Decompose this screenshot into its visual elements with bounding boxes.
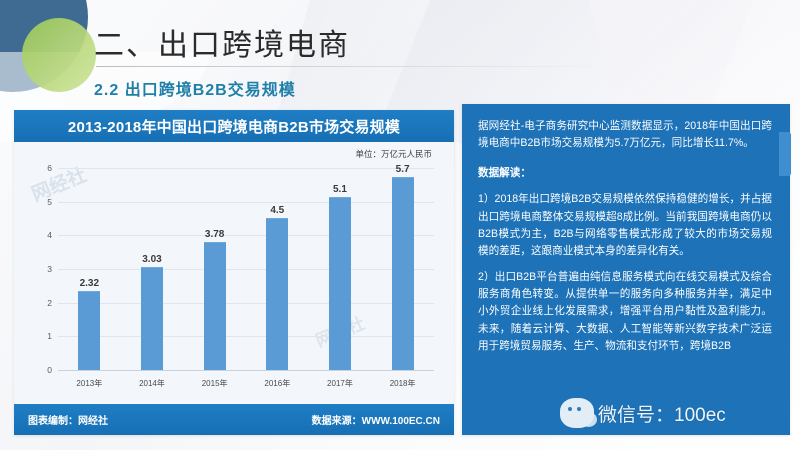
chart-bar-value-label: 3.03 — [142, 254, 162, 265]
chart-x-axis-labels: 2013年 2014年 2015年 2016年 2017年 2018年 — [58, 378, 434, 389]
panel-notch-accent — [779, 132, 791, 176]
chart-bar-value-label: 2.32 — [79, 277, 100, 289]
chart-bar-column: 4.5 — [247, 168, 307, 370]
chart-bar — [203, 241, 226, 370]
chart-gridline: 3 — [47, 264, 434, 274]
chart-x-tick-label: 2015年 — [201, 379, 228, 388]
chart-bars: 2.32 3.03 3.78 4.5 5.1 5.7 — [58, 164, 434, 370]
commentary-paragraph-2: 2）出口B2B平台普遍由纯信息服务模式向在线交易模式及综合服务商角色转变。从提供… — [478, 271, 772, 352]
chart-bar — [78, 290, 101, 370]
chart-footer: 图表编制：网经社 数据来源：WWW.100EC.CN — [14, 404, 454, 435]
chart-y-tick-label: 6 — [47, 163, 52, 173]
chart-bar — [140, 267, 163, 370]
chart-gridline: 0 — [47, 365, 434, 375]
chart-unit-label: 单位：万亿元人民币 — [355, 149, 432, 159]
decorative-green-circle — [22, 18, 96, 92]
chart-bar — [266, 217, 289, 370]
commentary-panel: 据网经社-电子商务研究中心监测数据显示，2018年中国出口跨境电商中B2B市场交… — [462, 104, 791, 435]
chart-bar-value-label: 5.1 — [333, 184, 347, 196]
chart-bar — [391, 177, 414, 370]
chart-x-tick-label: 2017年 — [327, 379, 353, 388]
chart-y-tick-label: 4 — [47, 230, 52, 241]
chart-bar-column: 3.03 — [122, 168, 182, 370]
chart-title: 2013-2018年中国出口跨境电商B2B市场交易规模 — [67, 118, 401, 136]
chart-x-tick-label: 2016年 — [264, 379, 291, 388]
chart-title-bar: 2013-2018年中国出口跨境电商B2B市场交易规模 — [14, 110, 454, 142]
page-subtitle: 2.2 出口跨境B2B交易规模 — [94, 82, 296, 99]
chart-bar-column: 2.32 — [59, 168, 119, 370]
chart-plot: 0 1 2 3 4 5 6 2.32 3.03 3.78 4.5 5.1 5.7 — [47, 163, 434, 375]
chart-gridline: 1 — [47, 331, 434, 341]
chart-y-tick-label: 3 — [47, 264, 52, 274]
chart-bar-value-label: 3.78 — [204, 228, 225, 240]
chart-y-tick-label: 1 — [47, 331, 52, 342]
chart-card: 2013-2018年中国出口跨境电商B2B市场交易规模 网经社 网经社 单位：万… — [14, 110, 454, 435]
page-title: 二、出口跨境电商 — [94, 29, 350, 62]
commentary-text: 据网经社-电子商务研究中心监测数据显示，2018年中国出口跨境电商中B2B市场交… — [478, 118, 772, 425]
commentary-heading: 数据解读： — [478, 167, 531, 180]
commentary-paragraph-1: 1）2018年出口跨境B2B交易规模依然保持稳健的增长，并占据出口跨境电商整体交… — [478, 193, 772, 257]
chart-bar-value-label: 4.5 — [270, 204, 285, 216]
chart-footer-credit: 图表编制：网经社 — [28, 416, 108, 427]
chart-x-tick-label: 2018年 — [389, 379, 416, 388]
chart-x-tick-label: 2014年 — [139, 379, 165, 388]
chart-gridline: 4 — [47, 230, 434, 240]
commentary-lead: 据网经社-电子商务研究中心监测数据显示，2018年中国出口跨境电商中B2B市场交… — [478, 120, 772, 150]
chart-gridline: 5 — [47, 197, 434, 207]
chart-y-tick-label: 5 — [47, 196, 52, 207]
chart-y-tick-label: 2 — [47, 297, 52, 308]
chart-x-tick-label: 2013年 — [76, 379, 103, 388]
title-divider — [96, 66, 616, 67]
chart-bar-column: 5.1 — [310, 168, 370, 370]
chart-footer-source: 数据来源：WWW.100EC.CN — [311, 416, 440, 427]
chart-bar-column: 3.78 — [185, 168, 245, 370]
chart-bar — [328, 197, 351, 370]
chart-y-tick-label: 0 — [47, 365, 52, 375]
chart-gridline: 2 — [47, 298, 434, 308]
chart-bar-value-label: 5.7 — [395, 164, 410, 176]
chart-gridline: 6 — [47, 163, 434, 173]
chart-bar-column: 5.7 — [373, 164, 433, 370]
